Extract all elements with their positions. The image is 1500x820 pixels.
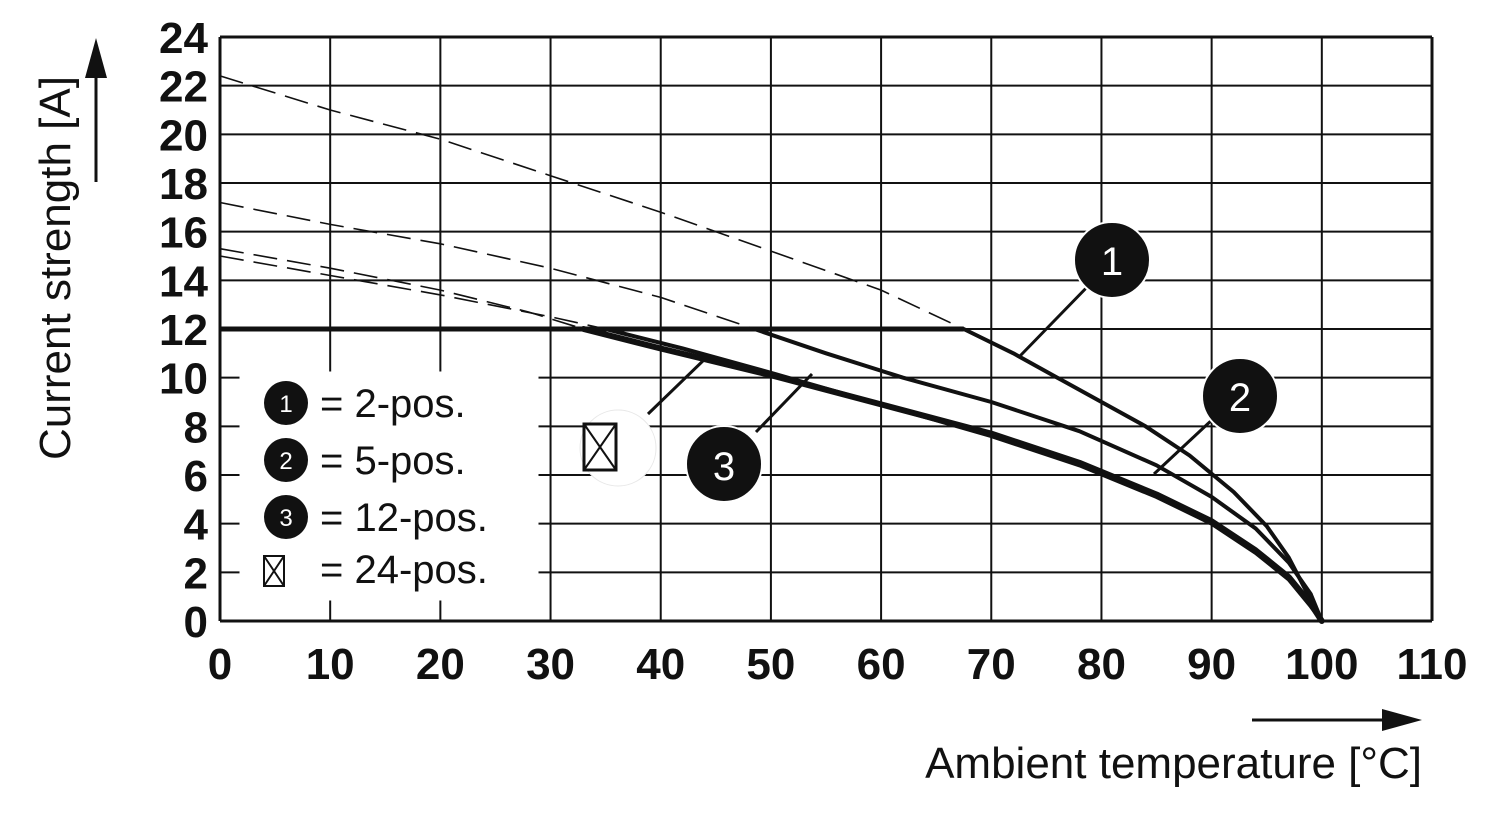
legend-item-4: = 24-pos. [263, 548, 488, 592]
x-tick-label: 40 [636, 640, 685, 689]
legend-item-1: 1 = 2-pos. [264, 381, 466, 426]
y-tick-label: 8 [184, 403, 208, 452]
callout-badge-2: 2 [1152, 357, 1279, 476]
y-tick-label: 14 [159, 257, 208, 306]
legend-item-3: 3 = 12-pos. [264, 495, 488, 540]
series-line-2 [752, 327, 1324, 623]
svg-text:= 12-pos.: = 12-pos. [320, 496, 488, 540]
x-tick-label: 110 [1397, 640, 1468, 689]
callout-badge-24 [579, 354, 710, 487]
callout-badge-1: 1 [1018, 221, 1151, 358]
badge-2-icon [1201, 357, 1279, 435]
legend: 1 = 2-pos. 2 = 5-pos. 3 = 12-pos. = 24-p… [239, 371, 539, 601]
badge-3-icon [685, 425, 763, 503]
x-axis-title: Ambient temperature [°C] [925, 739, 1422, 788]
x-axis-arrow-icon [1252, 709, 1422, 731]
svg-text:= 24-pos.: = 24-pos. [320, 548, 488, 592]
badge-3-icon [264, 495, 308, 539]
y-tick-label: 2 [184, 549, 208, 598]
badge-1-icon [264, 381, 308, 425]
x-tick-label: 30 [526, 640, 575, 689]
x-tick-label: 0 [208, 640, 232, 689]
y-tick-label: 4 [184, 501, 209, 550]
y-axis-arrow-icon [85, 38, 107, 182]
x-tick-label: 80 [1077, 640, 1126, 689]
y-tick-label: 10 [159, 355, 208, 404]
x-tick-label: 60 [857, 640, 906, 689]
svg-text:1: 1 [279, 391, 292, 418]
y-tick-label: 12 [159, 306, 208, 355]
y-tick-label: 0 [184, 598, 208, 647]
x-tick-label: 10 [306, 640, 355, 689]
y-tick-label: 20 [159, 111, 208, 160]
svg-text:1: 1 [1101, 240, 1123, 284]
svg-text:2: 2 [1229, 376, 1251, 420]
svg-text:= 2-pos.: = 2-pos. [320, 382, 466, 426]
grid [218, 35, 1434, 623]
svg-text:2: 2 [279, 448, 292, 475]
svg-text:= 5-pos.: = 5-pos. [320, 439, 466, 483]
dashed-extension-1 [219, 75, 965, 330]
svg-text:3: 3 [713, 445, 735, 489]
tick-labels: 0 10 20 30 40 50 60 70 80 90 100 110024681012141618… [159, 14, 1467, 689]
dashed-extension-2 [219, 201, 755, 330]
dashed-extension-4 [219, 255, 606, 330]
dashed-extensions [219, 75, 965, 330]
dashed-extension-3 [219, 247, 584, 330]
y-axis-title: Current strength [A] [31, 76, 80, 460]
x-tick-label: 100 [1285, 640, 1358, 689]
y-tick-label: 24 [159, 14, 208, 63]
x-tick-label: 20 [416, 640, 465, 689]
x-tick-label: 90 [1187, 640, 1236, 689]
y-tick-label: 18 [159, 160, 208, 209]
x-tick-label: 50 [746, 640, 795, 689]
crossed-box-icon [582, 422, 618, 472]
series-lines [220, 326, 1325, 624]
svg-text:3: 3 [279, 505, 292, 532]
callout-badge-3: 3 [685, 372, 814, 503]
crossed-box-icon [263, 555, 285, 587]
series-line-4 [603, 327, 1324, 623]
badge-2-icon [264, 438, 308, 482]
x-tick-label: 70 [967, 640, 1016, 689]
y-tick-label: 16 [159, 209, 208, 258]
legend-item-2: 2 = 5-pos. [264, 438, 466, 483]
badge-1-icon [1073, 221, 1151, 299]
y-tick-label: 22 [159, 63, 208, 112]
y-tick-label: 6 [184, 452, 208, 501]
